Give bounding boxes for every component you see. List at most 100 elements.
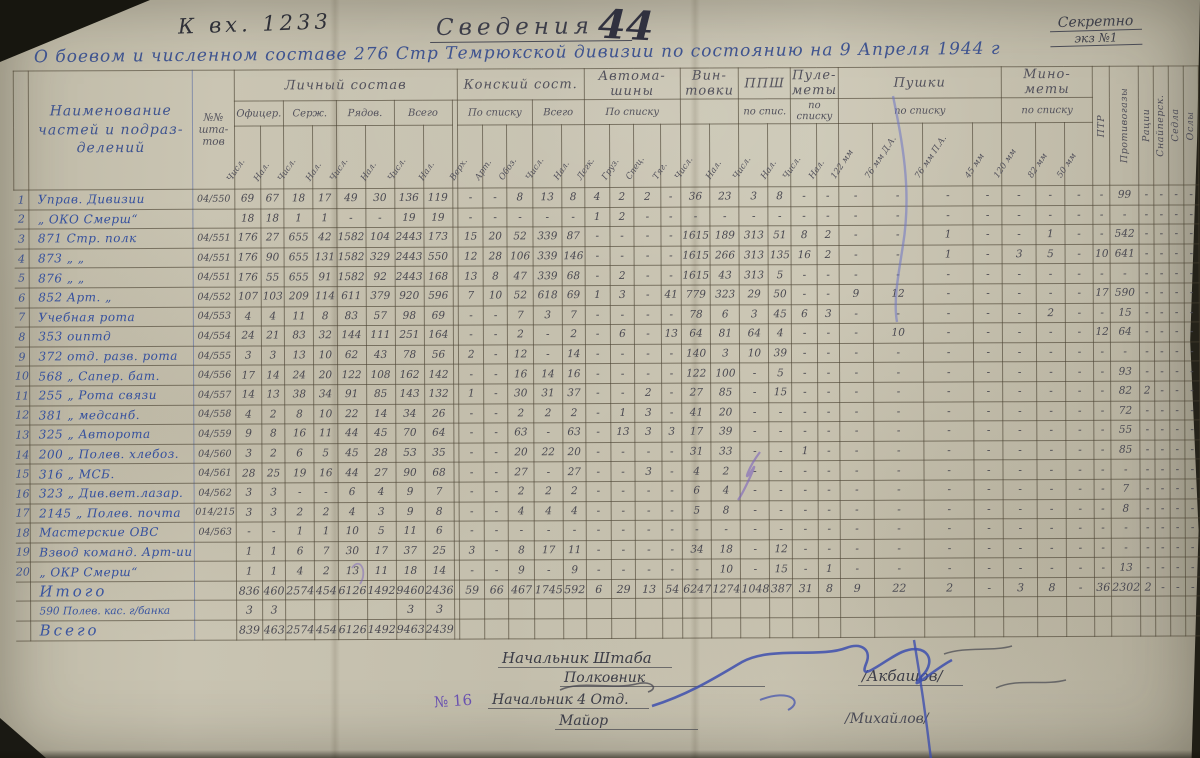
value-cell: - — [1169, 282, 1184, 303]
value-cell: 100 — [710, 363, 741, 383]
value-cell: 463 — [262, 619, 286, 640]
value-cell: - — [660, 265, 682, 286]
value-cell: 34 — [682, 539, 712, 560]
value-cell: - — [611, 520, 636, 541]
unit-name: Мастерские ОВС — [30, 522, 195, 543]
group-header: Пуле- меты — [790, 67, 839, 99]
value-cell: - — [459, 462, 485, 483]
value-cell: - — [739, 363, 770, 383]
value-cell: 10 — [483, 285, 508, 306]
value-cell: - — [586, 559, 612, 580]
value-cell: 1 — [262, 561, 286, 581]
value-cell: - — [1184, 518, 1200, 538]
value-cell: - — [818, 539, 841, 559]
value-cell: - — [923, 362, 975, 383]
value-cell: - — [923, 283, 974, 304]
value-cell: 2 — [562, 481, 586, 502]
value-cell — [924, 616, 976, 637]
value-cell: - — [1184, 478, 1200, 499]
value-cell: 59 — [459, 579, 485, 600]
value-cell: - — [661, 461, 682, 482]
value-cell: 1 — [314, 521, 338, 542]
value-cell: 13 — [284, 345, 314, 366]
value-cell: - — [584, 246, 610, 266]
value-cell: 2 — [507, 324, 534, 345]
unit-name: 568 „ Сапер. бат. — [29, 365, 194, 386]
value-cell: 36 — [1094, 577, 1112, 597]
value-cell: 57 — [365, 305, 395, 326]
row-number: 14 — [14, 444, 31, 465]
value-cell: 5 — [682, 500, 712, 521]
value-cell: - — [1154, 380, 1170, 401]
value-cell: 18 — [260, 208, 285, 229]
value-cell: - — [1183, 204, 1199, 225]
value-cell: - — [458, 403, 485, 424]
value-cell: 43 — [365, 345, 396, 365]
value-cell: - — [585, 383, 611, 404]
value-cell: 27 — [681, 382, 712, 403]
value-cell: 99 — [1109, 185, 1140, 205]
value-cell: 3 — [661, 422, 682, 442]
value-cell: 83 — [284, 325, 314, 346]
value-cell: 32 — [313, 325, 337, 346]
row-number: 12 — [14, 405, 31, 426]
value-cell: 18 — [395, 560, 425, 581]
row-number — [15, 621, 32, 641]
value-cell: - — [585, 520, 612, 541]
value-cell: - — [610, 442, 636, 462]
value-cell: - — [585, 442, 611, 462]
value-cell: - — [973, 283, 1003, 304]
value-cell: 10 — [313, 345, 338, 366]
value-cell: 6 — [424, 521, 454, 541]
value-cell: - — [1094, 557, 1112, 578]
value-cell: - — [1169, 302, 1185, 323]
value-cell: - — [1154, 283, 1170, 303]
value-cell: 2443 — [394, 227, 424, 248]
value-cell: - — [634, 265, 662, 286]
value-cell — [792, 598, 819, 618]
value-cell: - — [839, 460, 874, 481]
value-cell: - — [484, 501, 509, 522]
value-cell: - — [1093, 381, 1111, 401]
value-cell: - — [484, 462, 509, 482]
value-cell: - — [1065, 400, 1095, 421]
value-cell: 2443 — [394, 247, 424, 267]
value-cell: - — [838, 205, 873, 226]
value-cell: - — [1111, 459, 1141, 480]
value-cell: 55 — [260, 267, 285, 287]
value-cell: 3 — [739, 304, 769, 325]
value-cell — [1003, 597, 1038, 617]
value-cell: - — [923, 381, 975, 402]
value-cell: - — [585, 363, 611, 384]
value-cell: 18 — [283, 188, 314, 209]
value-cell: 655 — [284, 227, 314, 248]
value-cell — [975, 597, 1004, 617]
value-cell: 14 — [424, 560, 454, 581]
value-cell: - — [791, 402, 818, 422]
value-cell: - — [1093, 302, 1111, 323]
staff-number — [193, 208, 235, 229]
value-cell: - — [1154, 439, 1171, 460]
value-cell: 8 — [284, 404, 314, 425]
value-cell: 6 — [285, 443, 315, 464]
value-cell: - — [818, 480, 840, 501]
value-cell: - — [838, 186, 873, 207]
value-cell: 2436 — [424, 580, 455, 600]
value-cell: - — [1003, 518, 1038, 539]
vertical-header: ПТР — [1092, 66, 1110, 186]
value-cell: - — [1170, 537, 1186, 558]
value-cell: - — [791, 362, 818, 383]
value-cell: 41 — [681, 402, 712, 423]
value-cell — [1170, 596, 1186, 617]
value-cell: 9 — [508, 560, 535, 580]
value-cell: - — [791, 382, 818, 403]
value-cell — [338, 600, 368, 620]
value-cell: - — [840, 539, 875, 559]
value-cell: 2 — [711, 461, 741, 481]
value-cell: - — [1139, 263, 1155, 284]
value-cell: 140 — [681, 343, 711, 364]
value-cell: - — [459, 481, 485, 502]
value-cell: - — [873, 362, 924, 383]
value-cell: 135 — [768, 245, 792, 266]
